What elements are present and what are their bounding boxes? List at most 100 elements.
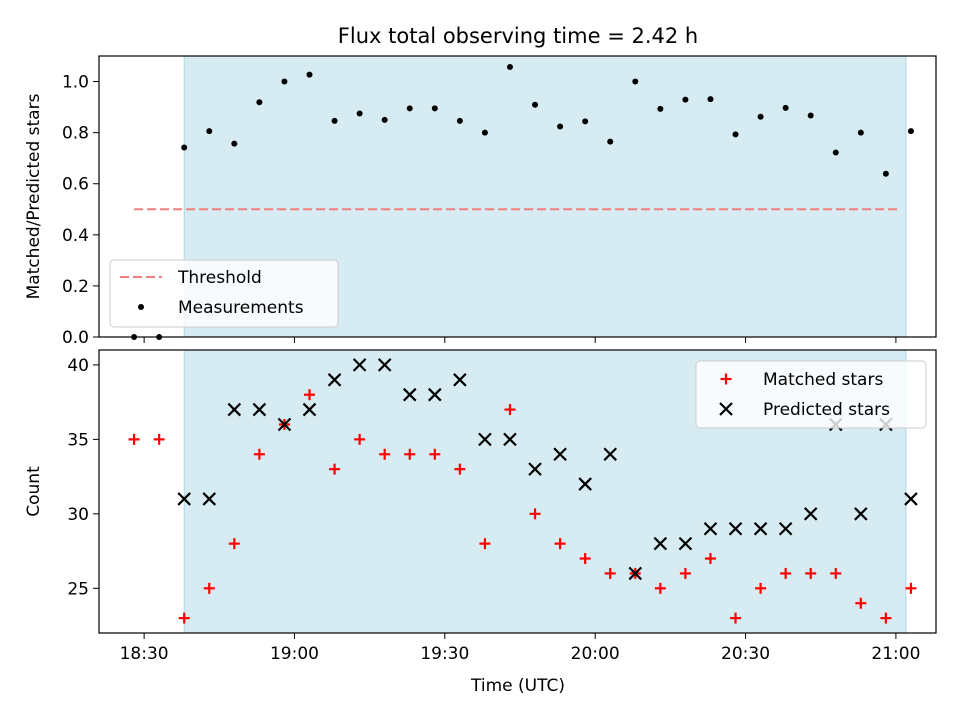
matched-stars-point	[128, 433, 140, 445]
measurements-point	[657, 105, 664, 112]
measurements-point	[782, 104, 789, 111]
matched-stars-point	[554, 538, 566, 550]
matched-stars-point	[529, 508, 541, 520]
measurements-point	[356, 110, 363, 117]
legend-matched-stars-label: Matched stars	[763, 370, 883, 390]
measurements-point	[907, 128, 914, 135]
matched-stars-point	[880, 612, 892, 624]
predicted-stars-point	[352, 358, 367, 372]
predicted-stars-point	[678, 536, 693, 551]
predicted-stars-point	[578, 477, 592, 491]
predicted-stars-point	[553, 447, 567, 462]
measurements-point	[557, 123, 564, 130]
predicted-stars-point	[377, 358, 392, 372]
measurements-point	[406, 105, 413, 112]
measurements-point	[582, 118, 589, 125]
matched-stars-point	[704, 553, 716, 565]
x-tick-label: 21:00	[871, 644, 920, 664]
predicted-stars-point	[202, 492, 217, 506]
measurements-point	[607, 138, 614, 145]
x-tick-label: 19:00	[270, 644, 319, 664]
measurements-point	[506, 63, 513, 70]
x-tick-label: 19:30	[420, 644, 469, 664]
predicted-stars-point	[478, 432, 492, 447]
predicted-stars-point	[252, 402, 267, 417]
matched-stars-point	[304, 389, 316, 401]
predicted-stars-point	[528, 462, 542, 476]
predicted-stars-point	[177, 492, 191, 506]
y-tick-label: 0.8	[62, 124, 89, 144]
ratio-legend: Threshold Measurements	[109, 259, 339, 328]
count-axes-frame	[98, 349, 937, 634]
ratio-x-ticks	[143, 337, 897, 343]
predicted-stars-point	[753, 521, 768, 536]
measurements-point	[281, 78, 288, 85]
measurements-point	[757, 113, 764, 120]
predicted-stars-point	[703, 521, 718, 536]
count-y-axis-label: Count	[24, 466, 44, 517]
matched-stars-point	[429, 448, 441, 460]
legend-predicted-stars-label: Predicted stars	[763, 400, 890, 420]
measurements-point	[682, 96, 689, 103]
matched-stars-point	[604, 567, 616, 579]
measurements-point	[832, 149, 839, 156]
ratio-y-ticks: 0.0 0.2 0.4 0.6 0.8 1.0	[62, 73, 99, 348]
measurements-point	[807, 112, 814, 119]
matched-stars-point	[203, 582, 215, 594]
legend-predicted-stars-swatch	[719, 402, 733, 416]
count-x-ticks: 18:30 19:00 19:30 20:00 20:30 21:00	[120, 633, 920, 664]
predicted-stars-point	[227, 402, 242, 417]
predicted-stars-point	[402, 387, 417, 402]
predicted-stars-point	[728, 521, 743, 536]
predicted-stars-point	[327, 373, 342, 387]
measurements-point	[857, 129, 864, 136]
measurements-point	[256, 99, 263, 106]
measurements-point	[231, 140, 238, 147]
predicted-stars-point	[778, 521, 793, 536]
y-tick-label: 25	[67, 579, 89, 599]
matched-stars-point	[780, 567, 792, 579]
measurements-point	[456, 117, 463, 124]
predicted-stars-point	[277, 417, 292, 432]
predicted-stars-point	[628, 566, 643, 581]
chart-title: Flux total observing time = 2.42 h	[338, 24, 698, 48]
predicted-stars-point	[653, 536, 668, 551]
matched-stars-point	[479, 538, 491, 550]
matched-stars-point	[354, 433, 366, 445]
measurements-point	[381, 116, 388, 123]
predicted-stars-point	[603, 447, 617, 462]
matched-stars-point	[504, 404, 516, 416]
y-tick-label: 0.0	[62, 328, 89, 348]
matched-stars-point	[579, 553, 591, 565]
matched-stars-point	[379, 448, 391, 460]
predicted-stars-point	[302, 402, 317, 417]
measurements-point	[306, 71, 313, 78]
ratio-axes-frame	[98, 55, 937, 338]
matched-stars-point	[454, 463, 466, 475]
x-tick-label: 20:30	[721, 644, 770, 664]
measurements-point	[181, 144, 188, 151]
count-legend: Matched stars Predicted stars	[695, 360, 927, 429]
legend-box	[695, 360, 927, 429]
legend-box	[109, 259, 339, 328]
matched-stars-point	[654, 582, 666, 594]
ratio-y-axis-label: Matched/Predicted stars	[24, 93, 44, 299]
matched-stars-point	[153, 433, 165, 445]
matched-stars-point	[253, 448, 265, 460]
predicted-stars-point	[854, 507, 868, 521]
measurements-point	[532, 101, 539, 108]
predicted-stars-point	[453, 373, 467, 387]
x-tick-label: 20:00	[571, 644, 620, 664]
matched-stars-point	[404, 448, 416, 460]
matched-stars-point	[228, 538, 240, 550]
measurements-point	[632, 78, 639, 85]
matched-stars-point	[730, 612, 742, 624]
y-tick-label: 0.6	[62, 175, 89, 195]
x-tick-label: 18:30	[120, 644, 169, 664]
legend-measurements-label: Measurements	[178, 298, 304, 318]
ratio-panel: 0.0 0.2 0.4 0.6 0.8 1.0 Matched/Predicted sta…	[24, 55, 937, 348]
matched-stars-point	[855, 597, 867, 609]
predicted-stars-point	[428, 387, 442, 402]
